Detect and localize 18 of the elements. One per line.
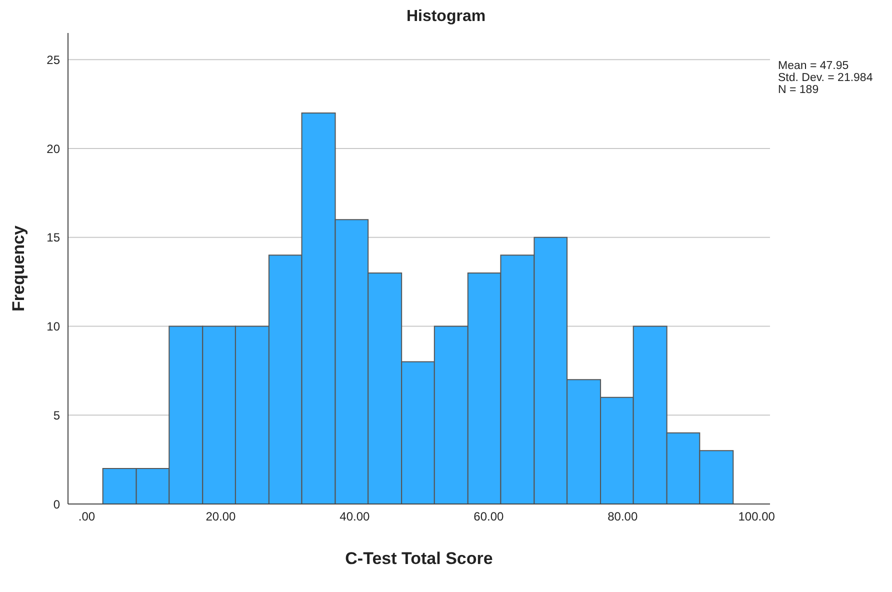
y-tick-label: 15 — [46, 230, 60, 245]
y-tick-label: 20 — [46, 142, 60, 156]
x-tick-label: 80.00 — [608, 510, 638, 524]
x-tick-label: .00 — [78, 510, 96, 524]
x-tick-label: 20.00 — [206, 510, 236, 524]
y-tick-label: 10 — [46, 320, 60, 334]
y-axis-title: Frequency — [9, 224, 28, 312]
y-tick-label: 25 — [46, 52, 60, 67]
x-tick-label: 40.00 — [340, 510, 370, 524]
x-axis-title: C-Test Total Score — [345, 549, 493, 568]
text: Std. Dev. = 21.984 — [778, 72, 873, 84]
x-tick-label: 100.00 — [738, 510, 776, 524]
x-tick-label: 60.00 — [474, 510, 504, 524]
y-tick-label: 0 — [53, 497, 60, 512]
chart-title: Histogram — [405, 8, 487, 26]
text: N = 189 — [778, 84, 820, 96]
y-tick-label: 5 — [53, 408, 60, 422]
text: Mean = 47.95 — [778, 60, 850, 72]
